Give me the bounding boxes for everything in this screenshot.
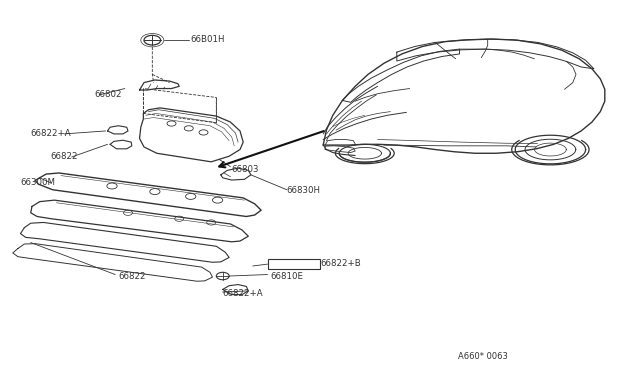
Text: 66803: 66803 bbox=[232, 165, 259, 174]
Text: 66B01H: 66B01H bbox=[191, 35, 225, 44]
Text: 66300M: 66300M bbox=[20, 178, 56, 187]
Text: 66822+A: 66822+A bbox=[223, 289, 263, 298]
Text: 66822+B: 66822+B bbox=[320, 259, 361, 267]
Text: A660* 0063: A660* 0063 bbox=[458, 352, 508, 361]
Text: 66810E: 66810E bbox=[270, 272, 303, 280]
Text: 66802: 66802 bbox=[95, 90, 122, 99]
Text: 66822: 66822 bbox=[118, 272, 146, 280]
Text: 66830H: 66830H bbox=[287, 186, 321, 195]
Text: 66822: 66822 bbox=[50, 153, 77, 161]
Text: 66822+A: 66822+A bbox=[31, 129, 71, 138]
FancyBboxPatch shape bbox=[268, 259, 320, 269]
